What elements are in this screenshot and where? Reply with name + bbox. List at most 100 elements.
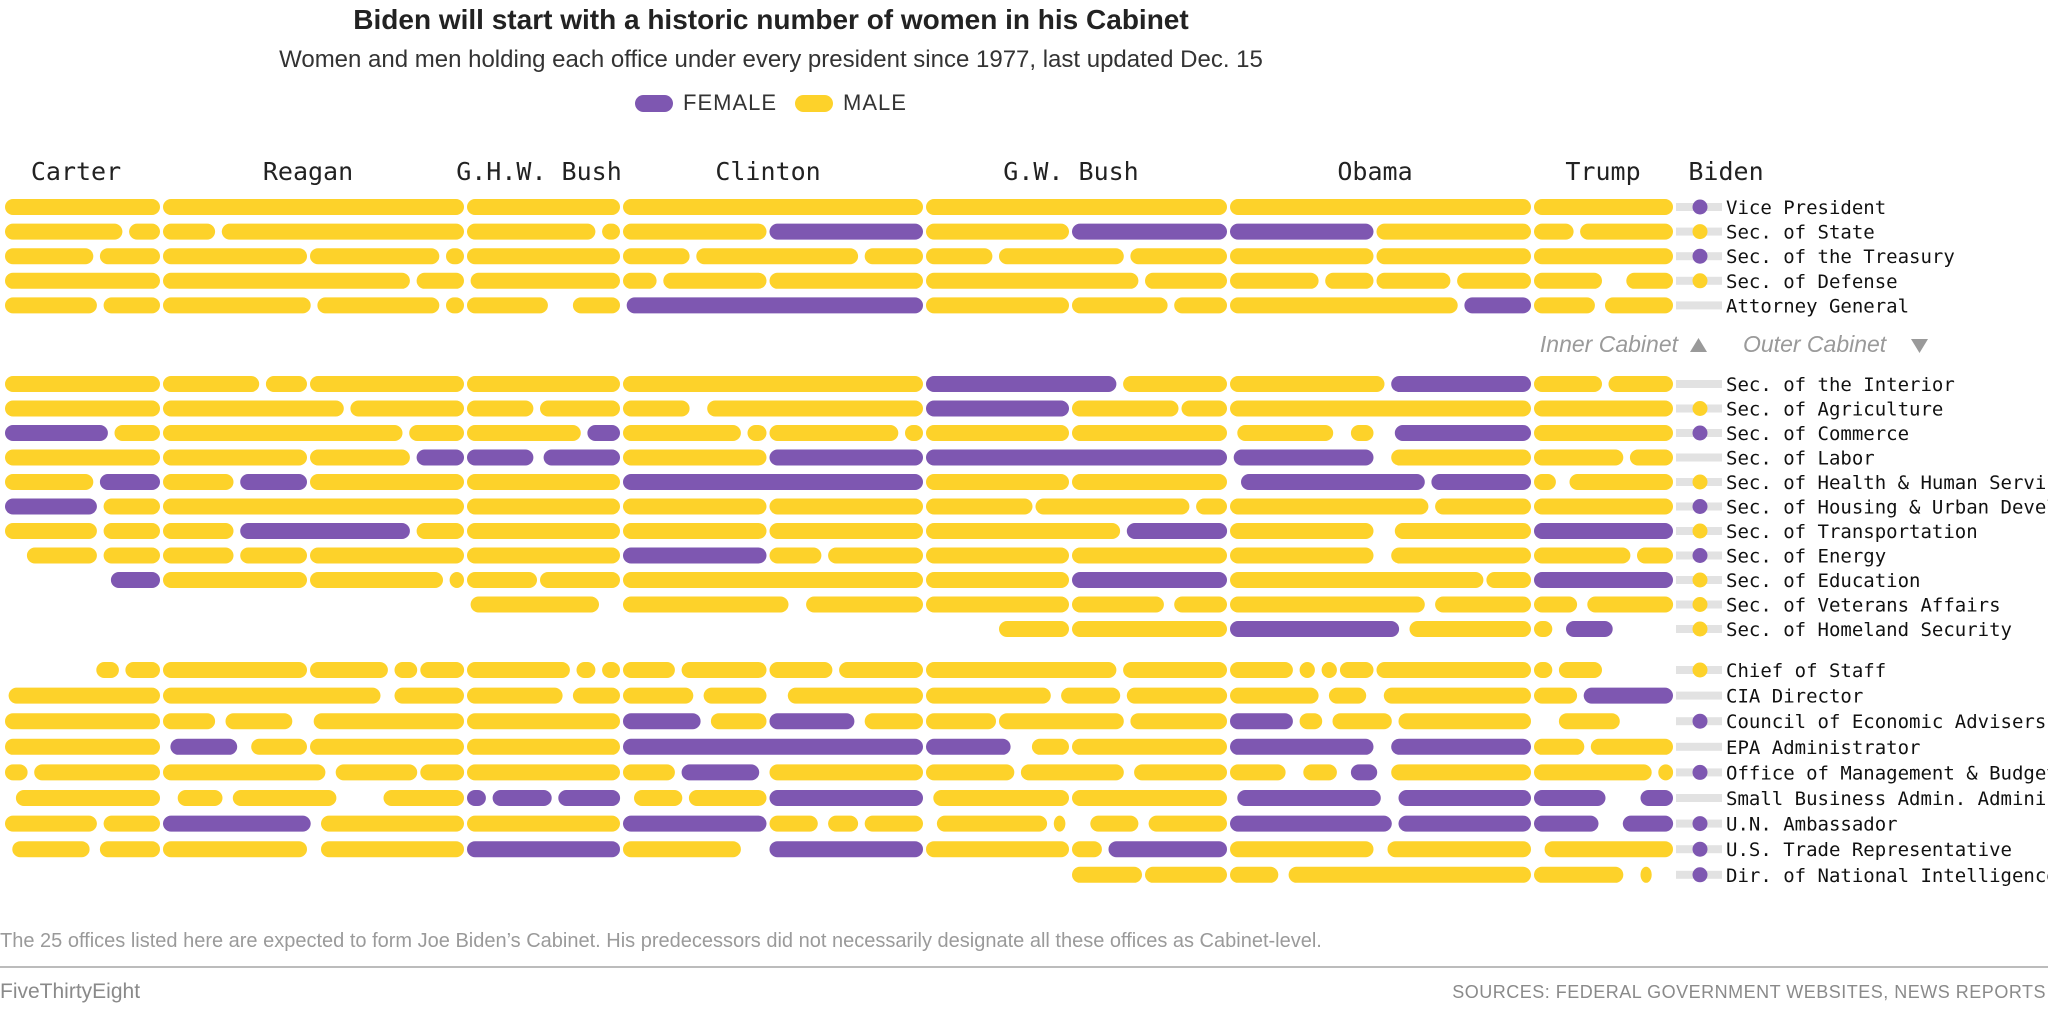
term-bar-sec-of-labor <box>163 449 307 466</box>
term-bar-sec-of-defense <box>926 272 1139 289</box>
term-bar-sec-of-education <box>926 572 1069 588</box>
president-header-g-h-w-bush: G.H.W. Bush <box>456 157 622 186</box>
term-bar-sec-of-defense <box>623 272 657 289</box>
term-bar-sec-of-energy <box>1230 547 1374 564</box>
term-bar-cia-director <box>1328 687 1367 704</box>
term-bar-sec-of-energy <box>163 547 234 564</box>
term-bar-epa-administrator <box>926 738 1011 755</box>
term-bar-sec-of-health-human-services <box>1431 474 1531 490</box>
term-bar-sec-of-agriculture <box>1534 400 1673 417</box>
term-bar-sec-of-the-interior <box>926 376 1117 392</box>
biden-nominee-dot-council-of-economic-advisers-chair <box>1692 713 1708 729</box>
term-bar-office-of-management-budget-dir <box>467 764 620 781</box>
term-bar-sec-of-the-treasury <box>1130 248 1227 265</box>
term-bar-u-s-trade-representative <box>1108 841 1227 858</box>
term-bar-sec-of-homeland-security <box>999 621 1069 637</box>
term-bar-u-n-ambassador <box>769 815 818 832</box>
term-bar-u-n-ambassador <box>467 815 620 832</box>
term-bar-sec-of-health-human-services <box>1534 474 1556 490</box>
biden-connector-small-business-admin-administrator <box>1676 794 1722 802</box>
term-bar-sec-of-commerce <box>1237 425 1334 441</box>
term-bar-dir-of-national-intelligence <box>1288 866 1531 883</box>
biden-connector-sec-of-the-interior <box>1676 380 1722 388</box>
biden-nominee-dot-vice-president <box>1692 199 1708 215</box>
president-header-biden: Biden <box>1688 157 1763 186</box>
office-label-sec-of-education: Sec. of Education <box>1726 570 1920 592</box>
term-bar-sec-of-veterans-affairs <box>1072 596 1164 613</box>
term-bar-sec-of-state <box>623 223 767 240</box>
biden-nominee-dot-sec-of-the-treasury <box>1692 248 1708 264</box>
term-bar-council-of-economic-advisers-chair <box>926 713 996 730</box>
office-label-sec-of-commerce: Sec. of Commerce <box>1726 423 1909 445</box>
term-bar-sec-of-housing-urban-development <box>1534 498 1673 515</box>
term-bar-sec-of-housing-urban-development <box>623 498 767 515</box>
term-bar-office-of-management-budget-dir <box>1658 764 1674 781</box>
office-label-u-n-ambassador: U.N. Ambassador <box>1726 814 1898 836</box>
term-bar-u-n-ambassador <box>1148 815 1227 832</box>
term-bar-council-of-economic-advisers-chair <box>5 713 160 730</box>
term-bar-sec-of-agriculture <box>163 400 344 417</box>
term-bar-chief-of-staff <box>1123 662 1227 678</box>
biden-nominee-dot-sec-of-education <box>1692 572 1708 588</box>
term-bar-sec-of-energy <box>828 547 923 564</box>
term-bar-office-of-management-budget-dir <box>926 764 1015 781</box>
term-bar-cia-director <box>572 687 620 704</box>
cabinet-timeline-chart: Carter Reagan G.H.W. Bush Clinton G.W. Bush O… <box>5 157 2048 887</box>
term-bar-office-of-management-budget-dir <box>1350 764 1378 781</box>
term-bar-chief-of-staff <box>1558 662 1602 678</box>
term-bar-u-s-trade-representative <box>926 841 1069 858</box>
office-label-u-s-trade-representative: U.S. Trade Representative <box>1726 839 2012 861</box>
term-bar-sec-of-homeland-security <box>1072 621 1227 637</box>
term-bar-attorney-general <box>1534 297 1595 314</box>
term-bar-attorney-general <box>1464 297 1531 314</box>
chart-subtitle: Women and men holding each office under … <box>279 46 1263 73</box>
term-bar-sec-of-veterans-affairs <box>1435 596 1531 613</box>
office-label-sec-of-veterans-affairs: Sec. of Veterans Affairs <box>1726 595 2001 617</box>
term-bar-chief-of-staff <box>125 662 160 678</box>
term-bar-epa-administrator <box>310 738 464 755</box>
term-bar-sec-of-energy <box>310 547 464 564</box>
term-bar-sec-of-commerce <box>905 425 923 441</box>
term-bar-sec-of-health-human-services <box>1569 474 1673 490</box>
office-label-sec-of-agriculture: Sec. of Agriculture <box>1726 399 1943 421</box>
term-bar-sec-of-the-treasury <box>623 248 690 265</box>
term-bar-sec-of-housing-urban-development <box>1035 498 1190 515</box>
term-bar-sec-of-energy <box>1072 547 1227 564</box>
term-bar-sec-of-the-treasury <box>926 248 993 265</box>
office-label-dir-of-national-intelligence: Dir. of National Intelligence <box>1726 865 2048 887</box>
term-bar-sec-of-agriculture <box>707 400 923 417</box>
term-bar-u-s-trade-representative <box>1230 841 1374 858</box>
term-bar-u-n-ambassador <box>1398 815 1531 832</box>
term-bar-sec-of-state <box>129 223 160 240</box>
term-bar-sec-of-commerce <box>1534 425 1673 441</box>
term-bar-sec-of-housing-urban-development <box>1230 498 1429 515</box>
term-bar-chief-of-staff <box>576 662 596 678</box>
office-label-sec-of-the-treasury: Sec. of the Treasury <box>1726 246 1955 268</box>
term-bar-sec-of-veterans-affairs <box>1174 596 1227 613</box>
term-bar-sec-of-state <box>1230 223 1374 240</box>
term-bar-sec-of-state <box>467 223 596 240</box>
term-bar-sec-of-defense <box>1534 272 1602 289</box>
term-bar-cia-director <box>926 687 1051 704</box>
term-bar-council-of-economic-advisers-chair <box>999 713 1124 730</box>
term-bar-cia-director <box>8 687 160 704</box>
term-bar-sec-of-labor <box>310 449 410 466</box>
term-bar-u-n-ambassador <box>321 815 464 832</box>
term-bar-sec-of-housing-urban-development <box>1435 498 1531 515</box>
term-bar-sec-of-education <box>1534 572 1673 588</box>
term-bar-vice-president <box>926 199 1227 215</box>
term-bar-small-business-admin-administrator <box>492 790 552 806</box>
term-bar-sec-of-health-human-services <box>240 474 307 490</box>
term-bar-small-business-admin-administrator <box>933 790 1069 806</box>
term-bar-sec-of-transportation <box>240 523 410 539</box>
term-bar-sec-of-commerce <box>163 425 403 441</box>
term-bar-sec-of-agriculture <box>540 400 620 417</box>
term-bar-epa-administrator <box>1590 738 1673 755</box>
president-header-carter: Carter <box>31 157 121 186</box>
term-bar-sec-of-education <box>1486 572 1531 588</box>
term-bar-u-s-trade-representative <box>467 841 620 858</box>
term-bar-sec-of-labor <box>5 449 160 466</box>
term-bar-epa-administrator <box>1031 738 1069 755</box>
term-bar-sec-of-transportation <box>769 523 923 539</box>
term-bar-sec-of-health-human-services <box>1241 474 1425 490</box>
